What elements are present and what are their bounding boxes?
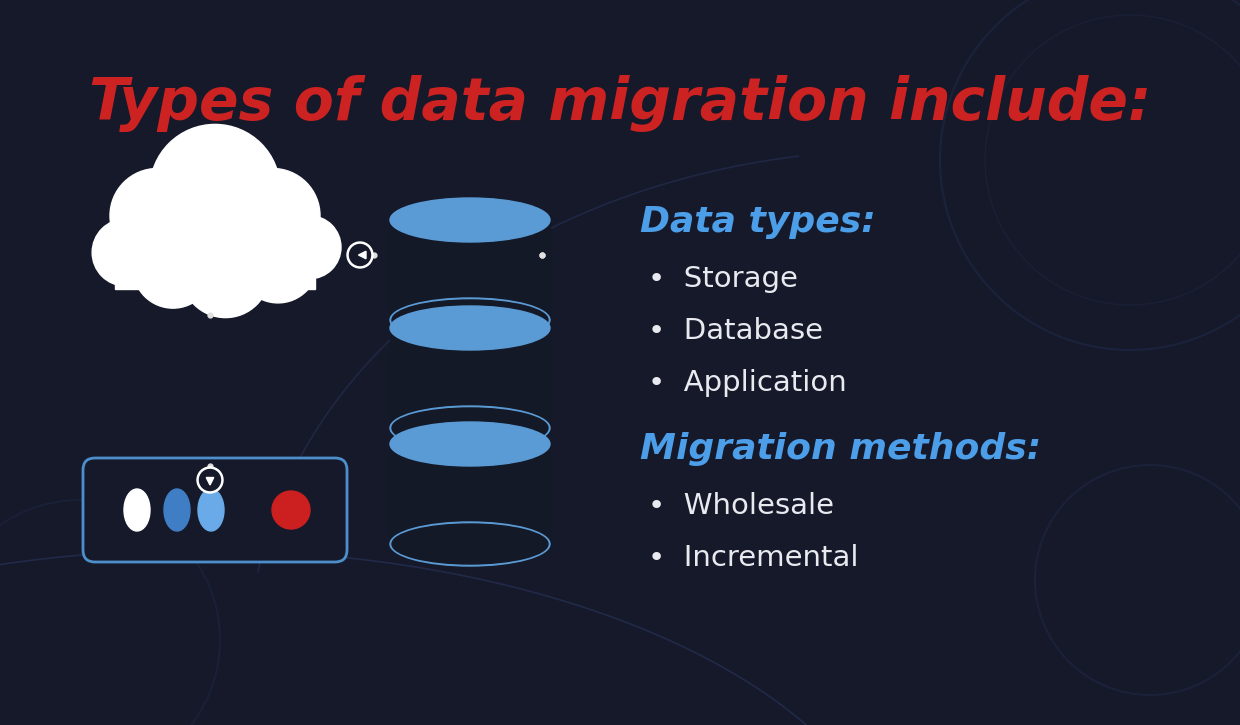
Circle shape (226, 168, 320, 263)
Text: Migration methods:: Migration methods: (640, 432, 1042, 466)
Polygon shape (358, 252, 366, 259)
Circle shape (200, 470, 221, 491)
Text: •  Wholesale: • Wholesale (649, 492, 835, 520)
Circle shape (150, 125, 280, 254)
Bar (391, 328, 551, 428)
Text: •  Application: • Application (649, 369, 847, 397)
Ellipse shape (272, 491, 310, 529)
Circle shape (278, 216, 341, 278)
Circle shape (197, 467, 223, 493)
Text: Types of data migration include:: Types of data migration include: (89, 75, 1151, 132)
Circle shape (110, 168, 205, 263)
Circle shape (238, 223, 317, 303)
Text: Data types:: Data types: (640, 205, 875, 239)
Ellipse shape (391, 198, 551, 242)
Ellipse shape (392, 300, 548, 340)
Polygon shape (206, 478, 213, 485)
Ellipse shape (124, 489, 150, 531)
Ellipse shape (392, 408, 548, 448)
Circle shape (181, 229, 269, 318)
Ellipse shape (391, 522, 551, 566)
Ellipse shape (164, 489, 190, 531)
Bar (391, 444, 551, 544)
Text: •  Incremental: • Incremental (649, 544, 858, 572)
Ellipse shape (391, 298, 551, 342)
Ellipse shape (392, 524, 548, 564)
Ellipse shape (391, 306, 551, 350)
FancyBboxPatch shape (83, 458, 347, 562)
Circle shape (347, 242, 373, 268)
Text: •  Database: • Database (649, 317, 823, 345)
Circle shape (350, 244, 371, 265)
Ellipse shape (391, 422, 551, 466)
Ellipse shape (198, 489, 224, 531)
Circle shape (133, 228, 213, 308)
Bar (115, 242, 315, 289)
Ellipse shape (391, 406, 551, 450)
Text: •  Storage: • Storage (649, 265, 797, 293)
Circle shape (92, 219, 160, 286)
Bar (391, 220, 551, 320)
